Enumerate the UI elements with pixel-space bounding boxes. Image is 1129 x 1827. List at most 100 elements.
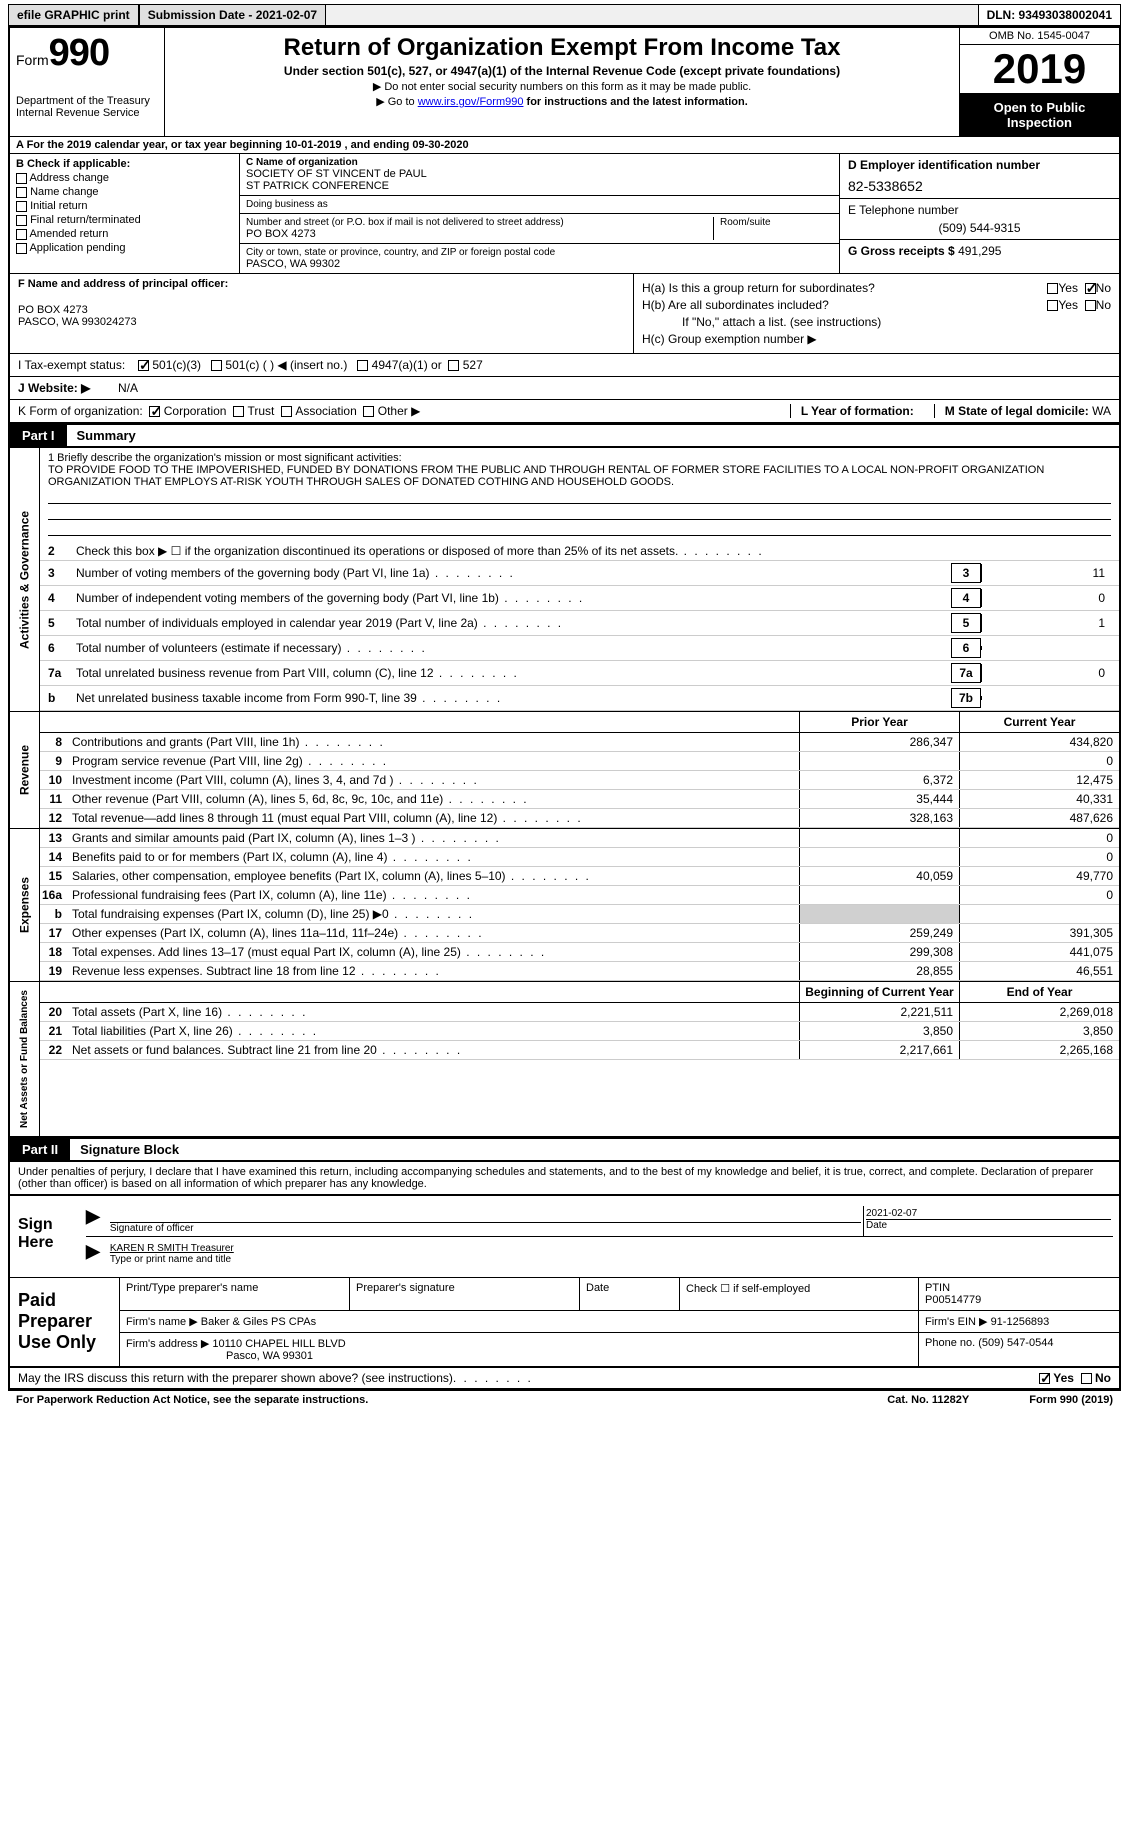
501c3-check[interactable] — [138, 360, 149, 371]
period-text: A For the 2019 calendar year, or tax yea… — [16, 139, 469, 151]
period-row: A For the 2019 calendar year, or tax yea… — [8, 137, 1121, 154]
opt-527: 527 — [463, 358, 483, 372]
check-app-pending[interactable]: Application pending — [16, 242, 233, 254]
part1-header: Part I Summary — [8, 423, 1121, 448]
officer-addr1: PO BOX 4273 — [18, 304, 625, 316]
irs-link[interactable]: www.irs.gov/Form990 — [418, 96, 524, 108]
501c-check[interactable] — [211, 360, 222, 371]
tax-year: 2019 — [960, 45, 1119, 94]
ha-yes: Yes — [1058, 281, 1078, 295]
preparer-label: Paid Preparer Use Only — [10, 1278, 120, 1366]
rev-col-header: Prior Year Current Year — [40, 712, 1119, 733]
data-row: 14Benefits paid to or for members (Part … — [40, 848, 1119, 867]
gov-line: 2Check this box ▶ ☐ if the organization … — [40, 542, 1119, 561]
mission-area: 1 Briefly describe the organization's mi… — [40, 448, 1119, 542]
hb-no-check[interactable] — [1085, 300, 1096, 311]
opt-trust: Trust — [247, 404, 274, 418]
gov-line: 3Number of voting members of the governi… — [40, 561, 1119, 586]
firm-addr1: 10110 CHAPEL HILL BLVD — [212, 1338, 345, 1350]
tax-exempt-label: I Tax-exempt status: — [18, 358, 138, 372]
state-domicile: WA — [1092, 404, 1111, 418]
goto-note: ▶ Go to www.irs.gov/Form990 for instruct… — [169, 95, 955, 108]
assoc-check[interactable] — [281, 406, 292, 417]
box-d: D Employer identification number 82-5338… — [839, 154, 1119, 273]
ha-no: No — [1096, 281, 1111, 295]
data-row: 18Total expenses. Add lines 13–17 (must … — [40, 943, 1119, 962]
omb-number: OMB No. 1545-0047 — [960, 28, 1119, 45]
firm-name: Baker & Giles PS CPAs — [201, 1316, 316, 1328]
end-year-header: End of Year — [959, 982, 1119, 1002]
box-c: C Name of organization SOCIETY OF ST VIN… — [240, 154, 839, 273]
side-revenue: Revenue — [10, 712, 40, 828]
data-row: 10Investment income (Part VIII, column (… — [40, 771, 1119, 790]
prep-sig-header: Preparer's signature — [350, 1278, 580, 1310]
netassets-section: Net Assets or Fund Balances Beginning of… — [8, 982, 1121, 1137]
side-governance: Activities & Governance — [10, 448, 40, 711]
tax-exempt-row: I Tax-exempt status: 501(c)(3) 501(c) ( … — [8, 354, 1121, 377]
org-name-2: ST PATRICK CONFERENCE — [246, 180, 833, 192]
officer-name-title: KAREN R SMITH Treasurer — [110, 1243, 1111, 1254]
efile-print-button[interactable]: efile GRAPHIC print — [9, 5, 140, 25]
korg-row: K Form of organization: Corporation Trus… — [8, 400, 1121, 423]
data-row: 8Contributions and grants (Part VIII, li… — [40, 733, 1119, 752]
check-final-return[interactable]: Final return/terminated — [16, 214, 233, 226]
officer-block: F Name and address of principal officer:… — [8, 274, 1121, 354]
other-check[interactable] — [363, 406, 374, 417]
discuss-yes-check[interactable] — [1039, 1373, 1050, 1384]
website-value: N/A — [118, 381, 138, 395]
ha-yes-check[interactable] — [1047, 283, 1058, 294]
year-formation-label: L Year of formation: — [801, 404, 914, 418]
data-row: 21Total liabilities (Part X, line 26)3,8… — [40, 1022, 1119, 1041]
527-check[interactable] — [448, 360, 459, 371]
self-employed-check[interactable]: Check ☐ if self-employed — [680, 1278, 919, 1310]
check-initial-return[interactable]: Initial return — [16, 200, 233, 212]
data-row: 17Other expenses (Part IX, column (A), l… — [40, 924, 1119, 943]
corp-check[interactable] — [149, 406, 160, 417]
org-name-1: SOCIETY OF ST VINCENT de PAUL — [246, 168, 833, 180]
part2-header: Part II Signature Block — [8, 1137, 1121, 1162]
check-address-change[interactable]: Address change — [16, 172, 233, 184]
dba-label: Doing business as — [246, 199, 328, 210]
header-middle: Return of Organization Exempt From Incom… — [165, 28, 959, 136]
identity-block: B Check if applicable: Address change Na… — [8, 154, 1121, 274]
officer-label: F Name and address of principal officer: — [18, 278, 228, 290]
governance-section: Activities & Governance 1 Briefly descri… — [8, 448, 1121, 712]
hb-yes-check[interactable] — [1047, 300, 1058, 311]
form-number: Form990 — [16, 32, 158, 75]
city-label: City or town, state or province, country… — [246, 247, 833, 258]
sig-date-label: Date — [866, 1219, 1111, 1231]
data-row: bTotal fundraising expenses (Part IX, co… — [40, 905, 1119, 924]
hc-label: H(c) Group exemption number ▶ — [642, 332, 1111, 346]
sign-here-label: Sign Here — [10, 1196, 80, 1277]
check-name-change[interactable]: Name change — [16, 186, 233, 198]
gov-line: 6Total number of volunteers (estimate if… — [40, 636, 1119, 661]
opt-501c3: 501(c)(3) — [152, 358, 201, 372]
gov-line: bNet unrelated business taxable income f… — [40, 686, 1119, 711]
ha-no-check[interactable] — [1085, 283, 1096, 294]
side-netassets: Net Assets or Fund Balances — [10, 982, 40, 1136]
cat-no: Cat. No. 11282Y — [887, 1394, 969, 1406]
gov-line: 5Total number of individuals employed in… — [40, 611, 1119, 636]
check-amended[interactable]: Amended return — [16, 228, 233, 240]
state-domicile-label: M State of legal domicile: — [945, 404, 1089, 418]
submission-date: Submission Date - 2021-02-07 — [140, 5, 326, 25]
discuss-no-check[interactable] — [1081, 1373, 1092, 1384]
4947-check[interactable] — [357, 360, 368, 371]
sign-here-block: Sign Here ▶ Signature of officer 2021-02… — [8, 1196, 1121, 1278]
prep-phone-label: Phone no. — [925, 1337, 975, 1349]
hb-no: No — [1096, 298, 1111, 312]
form-header: Form990 Department of the Treasury Inter… — [8, 26, 1121, 137]
website-row: J Website: ▶ N/A — [8, 377, 1121, 400]
header-left: Form990 Department of the Treasury Inter… — [10, 28, 165, 136]
discuss-row: May the IRS discuss this return with the… — [8, 1368, 1121, 1390]
current-year-header: Current Year — [959, 712, 1119, 732]
data-row: 22Net assets or fund balances. Subtract … — [40, 1041, 1119, 1060]
firm-addr2: Pasco, WA 99301 — [126, 1350, 912, 1362]
trust-check[interactable] — [233, 406, 244, 417]
part2-label: Part II — [10, 1139, 70, 1160]
hb-yes: Yes — [1058, 298, 1078, 312]
box-h: H(a) Is this a group return for subordin… — [634, 274, 1119, 353]
form-title: Return of Organization Exempt From Incom… — [169, 34, 955, 62]
opt-corp: Corporation — [164, 404, 227, 418]
prep-name-header: Print/Type preparer's name — [120, 1278, 350, 1310]
